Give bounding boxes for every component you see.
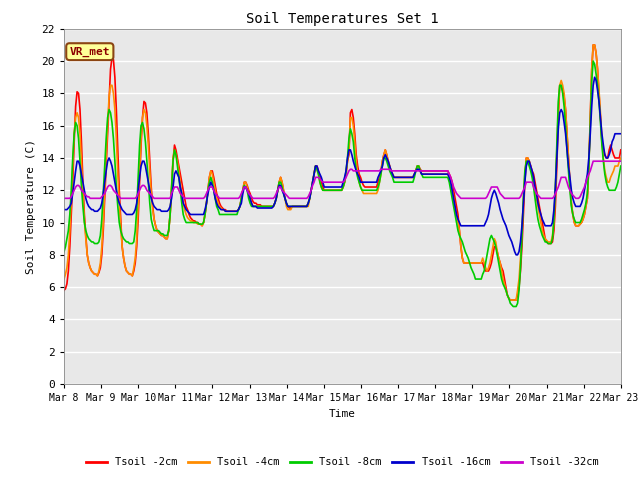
Line: Tsoil -8cm: Tsoil -8cm (64, 61, 621, 307)
Tsoil -4cm (506, 297, 514, 303)
Tsoil -4cm (457, 244, 465, 250)
Line: Tsoil -2cm: Tsoil -2cm (64, 45, 621, 300)
Tsoil -8cm (60, 249, 68, 254)
Tsoil -16cm (512, 252, 520, 258)
Line: Tsoil -32cm: Tsoil -32cm (64, 161, 621, 198)
Tsoil -2cm (589, 42, 597, 48)
Tsoil -2cm (346, 110, 354, 116)
Tsoil -2cm (617, 147, 625, 153)
Tsoil -32cm (589, 158, 597, 164)
Legend: Tsoil -2cm, Tsoil -4cm, Tsoil -8cm, Tsoil -16cm, Tsoil -32cm: Tsoil -2cm, Tsoil -4cm, Tsoil -8cm, Tsoi… (82, 453, 603, 471)
Tsoil -2cm (506, 297, 514, 303)
Tsoil -4cm (616, 158, 623, 164)
X-axis label: Time: Time (329, 408, 356, 419)
Tsoil -4cm (60, 276, 68, 282)
Tsoil -4cm (541, 236, 549, 241)
Tsoil -16cm (541, 223, 549, 228)
Tsoil -8cm (541, 239, 549, 245)
Tsoil -4cm (589, 42, 597, 48)
Tsoil -16cm (60, 207, 68, 213)
Tsoil -32cm (79, 189, 87, 195)
Tsoil -4cm (346, 115, 354, 120)
Tsoil -2cm (457, 244, 465, 250)
Tsoil -32cm (346, 167, 354, 172)
Tsoil -32cm (97, 195, 104, 201)
Tsoil -16cm (591, 74, 598, 80)
Tsoil -8cm (97, 233, 104, 239)
Title: Soil Temperatures Set 1: Soil Temperatures Set 1 (246, 12, 438, 26)
Tsoil -32cm (540, 195, 548, 201)
Tsoil -16cm (617, 131, 625, 137)
Line: Tsoil -16cm: Tsoil -16cm (64, 77, 621, 255)
Tsoil -4cm (79, 191, 87, 196)
Tsoil -16cm (97, 205, 104, 211)
Tsoil -16cm (616, 131, 623, 137)
Tsoil -2cm (97, 265, 104, 271)
Tsoil -8cm (79, 204, 87, 209)
Text: VR_met: VR_met (70, 47, 110, 57)
Tsoil -16cm (346, 147, 354, 153)
Tsoil -2cm (60, 288, 68, 293)
Tsoil -8cm (589, 58, 597, 64)
Tsoil -4cm (617, 155, 625, 161)
Tsoil -32cm (60, 195, 68, 201)
Tsoil -8cm (346, 126, 354, 132)
Tsoil -8cm (616, 171, 623, 177)
Tsoil -8cm (457, 236, 465, 241)
Tsoil -32cm (617, 158, 625, 164)
Tsoil -32cm (457, 195, 465, 201)
Tsoil -2cm (79, 180, 87, 185)
Tsoil -2cm (616, 155, 623, 161)
Tsoil -32cm (614, 158, 621, 164)
Tsoil -8cm (509, 304, 517, 310)
Y-axis label: Soil Temperature (C): Soil Temperature (C) (26, 139, 36, 274)
Tsoil -8cm (617, 163, 625, 169)
Tsoil -4cm (97, 260, 104, 266)
Line: Tsoil -4cm: Tsoil -4cm (64, 45, 621, 300)
Tsoil -16cm (457, 223, 465, 228)
Tsoil -16cm (79, 180, 87, 185)
Tsoil -2cm (541, 236, 549, 241)
